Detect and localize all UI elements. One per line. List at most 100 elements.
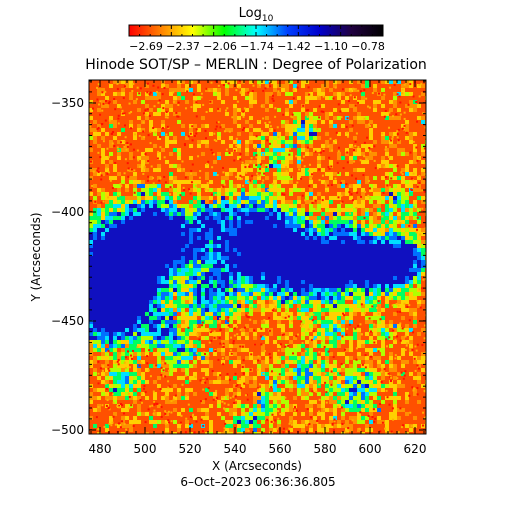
map-pixel [365,308,369,312]
map-pixel [389,288,393,292]
map-pixel [285,296,289,300]
map-pixel [141,276,145,280]
map-pixel [381,352,385,356]
map-pixel [133,176,137,180]
plot-title: Hinode SOT/SP – MERLIN : Degree of Polar… [85,57,427,73]
map-pixel [385,80,389,84]
map-pixel [373,264,377,268]
map-pixel [185,256,189,260]
map-pixel [321,272,325,276]
map-pixel [381,276,385,280]
map-pixel [401,84,405,88]
map-pixel [173,248,177,252]
map-pixel [301,208,305,212]
map-pixel [141,196,145,200]
map-pixel [93,312,97,316]
map-pixel [233,112,237,116]
map-pixel [313,356,317,360]
map-pixel [301,424,305,428]
map-pixel [313,372,317,376]
map-pixel [229,84,233,88]
map-pixel [217,252,221,256]
map-pixel [301,256,305,260]
map-pixel [337,324,341,328]
map-pixel [273,412,277,416]
map-pixel [105,204,109,208]
map-speckle [221,357,224,360]
map-pixel [405,128,409,132]
map-pixel [165,356,169,360]
map-pixel [357,80,361,84]
map-pixel [225,248,229,252]
map-pixel [321,268,325,272]
map-pixel [321,400,325,404]
map-pixel [261,396,265,400]
map-pixel [397,252,401,256]
map-pixel [133,364,137,368]
map-pixel [345,216,349,220]
map-pixel [245,272,249,276]
map-pixel [321,416,325,420]
map-pixel [389,272,393,276]
map-pixel [129,280,133,284]
map-pixel [277,236,281,240]
map-pixel [137,208,141,212]
map-pixel [161,228,165,232]
map-speckle [246,315,249,318]
map-pixel [321,380,325,384]
map-pixel [341,328,345,332]
map-pixel [193,332,197,336]
map-pixel [317,236,321,240]
map-pixel [217,432,221,434]
map-pixel [405,264,409,268]
map-pixel [149,148,153,152]
map-pixel [129,216,133,220]
map-speckle [117,149,120,152]
map-pixel [385,260,389,264]
map-pixel [333,364,337,368]
map-pixel [405,136,409,140]
map-pixel [233,408,237,412]
map-pixel [93,168,97,172]
map-pixel [121,92,125,96]
map-pixel [237,428,241,432]
map-pixel [297,304,301,308]
map-pixel [193,268,197,272]
map-pixel [193,180,197,184]
map-pixel [217,92,221,96]
map-pixel [145,228,149,232]
map-pixel [337,300,341,304]
map-pixel [101,260,105,264]
map-pixel [157,152,161,156]
map-pixel [381,232,385,236]
map-pixel [381,292,385,296]
map-pixel [89,316,93,320]
map-pixel [189,424,193,428]
map-pixel [221,272,225,276]
map-pixel [249,228,253,232]
map-pixel [141,260,145,264]
map-pixel [413,208,417,212]
map-pixel [177,208,181,212]
map-pixel [325,256,329,260]
map-pixel [405,172,409,176]
map-pixel [165,336,169,340]
map-pixel [205,288,209,292]
map-pixel [365,276,369,280]
map-pixel [309,224,313,228]
map-pixel [149,268,153,272]
map-pixel [269,204,273,208]
map-pixel [121,236,125,240]
map-pixel [133,352,137,356]
map-pixel [385,256,389,260]
map-pixel [401,204,405,208]
map-pixel [357,308,361,312]
map-pixel [229,284,233,288]
map-pixel [317,272,321,276]
map-pixel [129,344,133,348]
map-pixel [305,244,309,248]
map-pixel [249,168,253,172]
map-pixel [117,296,121,300]
map-pixel [117,244,121,248]
map-pixel [161,288,165,292]
